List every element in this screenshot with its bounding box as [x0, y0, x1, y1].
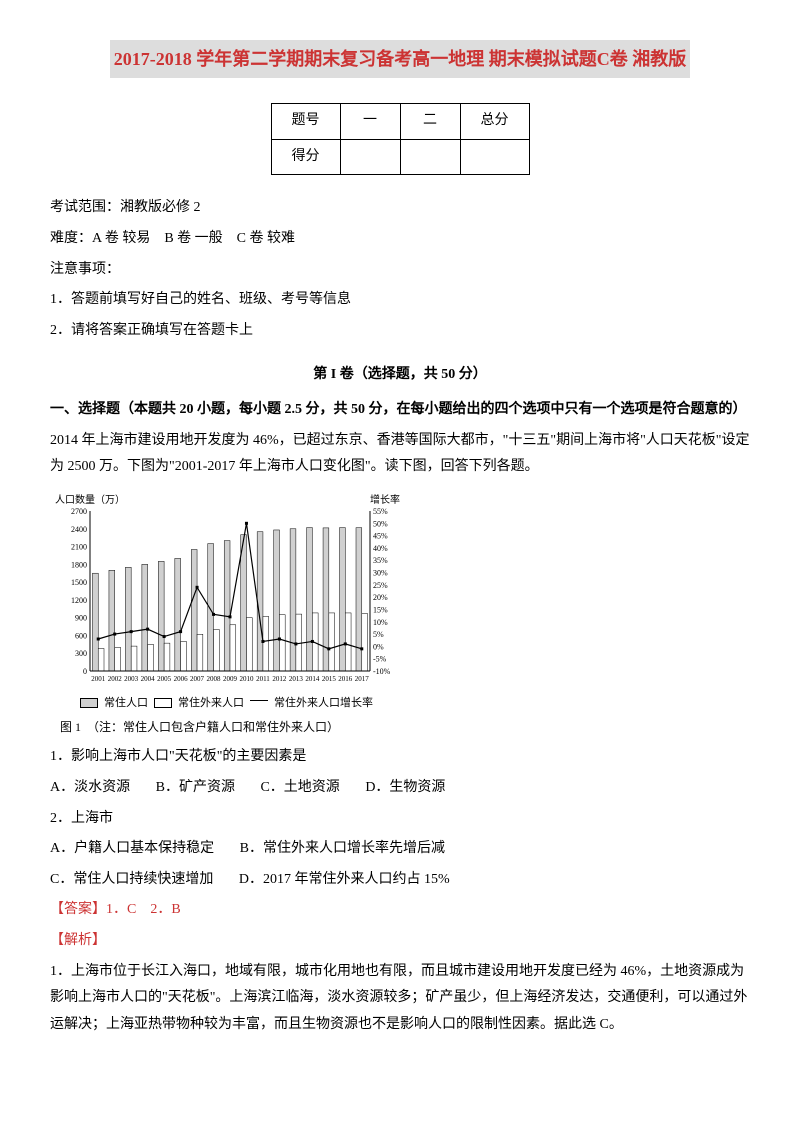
th-1: 一	[340, 104, 400, 140]
explanation-label: 【解析】	[50, 928, 750, 955]
y1-label: 人口数量（万）	[55, 493, 125, 506]
row-score-label: 得分	[271, 139, 340, 175]
svg-text:900: 900	[75, 613, 87, 622]
svg-text:2014: 2014	[305, 675, 320, 683]
th-num: 题号	[271, 104, 340, 140]
legend-line-icon	[250, 700, 268, 701]
svg-text:10%: 10%	[373, 617, 388, 626]
svg-text:0: 0	[83, 667, 87, 676]
svg-text:-10%: -10%	[373, 667, 391, 676]
q1-D: D．生物资源	[365, 780, 445, 795]
difficulty-line: 难度：A 卷 较易 B 卷 一般 C 卷 较难	[50, 226, 750, 253]
notice-header: 注意事项：	[50, 257, 750, 284]
svg-text:2003: 2003	[124, 675, 139, 683]
q2-stem: 2．上海市	[50, 806, 750, 833]
svg-text:1500: 1500	[71, 578, 87, 587]
svg-text:2002: 2002	[108, 675, 123, 683]
svg-text:2100: 2100	[71, 542, 87, 551]
row-score-3	[460, 139, 529, 175]
q1-stem: 1．影响上海市人口"天花板"的主要因素是	[50, 744, 750, 771]
svg-text:2005: 2005	[157, 675, 172, 683]
svg-text:55%: 55%	[373, 507, 388, 516]
section1-header: 第 I 卷（选择题，共 50 分）	[50, 362, 750, 389]
svg-text:2015: 2015	[322, 675, 337, 683]
svg-text:300: 300	[75, 649, 87, 658]
svg-text:2001: 2001	[91, 675, 106, 683]
svg-text:2010: 2010	[239, 675, 254, 683]
legend-migrant-icon	[154, 698, 172, 708]
svg-text:2006: 2006	[174, 675, 189, 683]
population-chart: 人口数量（万） 增长率 0 300 600 900 1200 1500 1800 2100 24…	[50, 491, 410, 739]
svg-text:2004: 2004	[141, 675, 156, 683]
svg-text:2008: 2008	[207, 675, 222, 683]
legend-resident-icon	[80, 698, 98, 708]
q2-C: C．常住人口持续快速增加	[50, 872, 213, 887]
th-total: 总分	[460, 104, 529, 140]
q1-C: C．土地资源	[260, 780, 339, 795]
svg-text:2009: 2009	[223, 675, 238, 683]
score-table: 题号 一 二 总分 得分	[271, 103, 530, 175]
svg-text:2016: 2016	[338, 675, 353, 683]
svg-text:40%: 40%	[373, 544, 388, 553]
chart-legend: 常住人口 常住外来人口 常住外来人口增长率	[50, 693, 410, 714]
q2-B: B．常住外来人口增长率先增后减	[240, 841, 445, 856]
section1-instruction: 一、选择题（本题共 20 小题，每小题 2.5 分，共 50 分，在每小题给出的…	[50, 397, 750, 424]
q1-A: A．淡水资源	[50, 780, 130, 795]
row-score-1	[340, 139, 400, 175]
svg-text:2013: 2013	[289, 675, 304, 683]
q2-D: D．2017 年常住外来人口约占 15%	[239, 872, 450, 887]
svg-text:1800: 1800	[71, 560, 87, 569]
svg-text:25%: 25%	[373, 581, 388, 590]
legend-growth: 常住外来人口增长率	[274, 693, 373, 714]
row-score-2	[400, 139, 460, 175]
chart-caption: 图 1 （注：常住人口包含户籍人口和常住外来人口）	[50, 716, 410, 739]
legend-migrant: 常住外来人口	[178, 693, 244, 714]
notice-1: 1．答题前填写好自己的姓名、班级、考号等信息	[50, 287, 750, 314]
explanation-1: 1．上海市位于长江入海口，地域有限，城市化用地也有限，而且城市建设用地开发度已经…	[50, 959, 750, 1039]
q1-options: A．淡水资源 B．矿产资源 C．土地资源 D．生物资源	[50, 775, 750, 802]
chart-svg: 人口数量（万） 增长率 0 300 600 900 1200 1500 1800 2100 24…	[50, 491, 410, 691]
svg-text:2011: 2011	[256, 675, 270, 683]
q2-options-row2: C．常住人口持续快速增加 D．2017 年常住外来人口约占 15%	[50, 867, 750, 894]
q2-options-row1: A．户籍人口基本保持稳定 B．常住外来人口增长率先增后减	[50, 836, 750, 863]
svg-text:20%: 20%	[373, 593, 388, 602]
svg-text:600: 600	[75, 631, 87, 640]
svg-text:2007: 2007	[190, 675, 205, 683]
passage: 2014 年上海市建设用地开发度为 46%，已超过东京、香港等国际大都市，"十三…	[50, 428, 750, 481]
y2-label: 增长率	[370, 493, 400, 506]
svg-text:2700: 2700	[71, 507, 87, 516]
notice-2: 2．请将答案正确填写在答题卡上	[50, 318, 750, 345]
svg-text:2012: 2012	[272, 675, 287, 683]
legend-resident: 常住人口	[104, 693, 148, 714]
svg-text:50%: 50%	[373, 519, 388, 528]
svg-text:45%: 45%	[373, 531, 388, 540]
svg-text:0%: 0%	[373, 642, 384, 651]
q1-B: B．矿产资源	[156, 780, 235, 795]
th-2: 二	[400, 104, 460, 140]
svg-text:2017: 2017	[355, 675, 370, 683]
svg-text:30%: 30%	[373, 568, 388, 577]
scope-line: 考试范围：湘教版必修 2	[50, 195, 750, 222]
svg-text:2400: 2400	[71, 524, 87, 533]
svg-text:35%: 35%	[373, 556, 388, 565]
page-title: 2017-2018 学年第二学期期末复习备考高一地理 期末模拟试题C卷 湘教版	[110, 40, 691, 78]
svg-text:5%: 5%	[373, 630, 384, 639]
q2-A: A．户籍人口基本保持稳定	[50, 841, 214, 856]
svg-text:1200: 1200	[71, 596, 87, 605]
svg-text:15%: 15%	[373, 605, 388, 614]
answer-label: 【答案】1．C 2．B	[50, 897, 750, 924]
svg-text:-5%: -5%	[373, 654, 387, 663]
